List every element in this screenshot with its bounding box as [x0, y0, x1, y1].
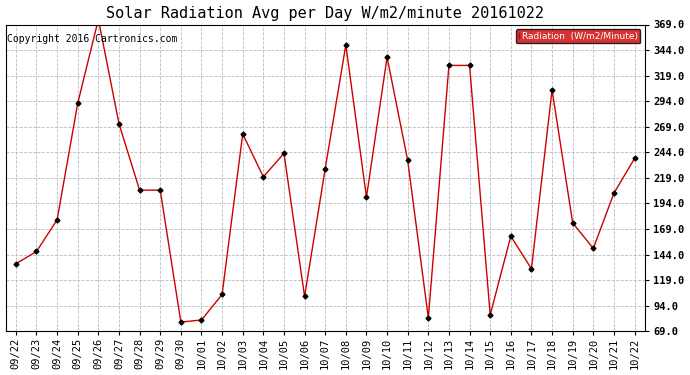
- Text: Copyright 2016 Cartronics.com: Copyright 2016 Cartronics.com: [7, 34, 177, 44]
- Legend: Radiation  (W/m2/Minute): Radiation (W/m2/Minute): [516, 29, 640, 44]
- Title: Solar Radiation Avg per Day W/m2/minute 20161022: Solar Radiation Avg per Day W/m2/minute …: [106, 6, 544, 21]
